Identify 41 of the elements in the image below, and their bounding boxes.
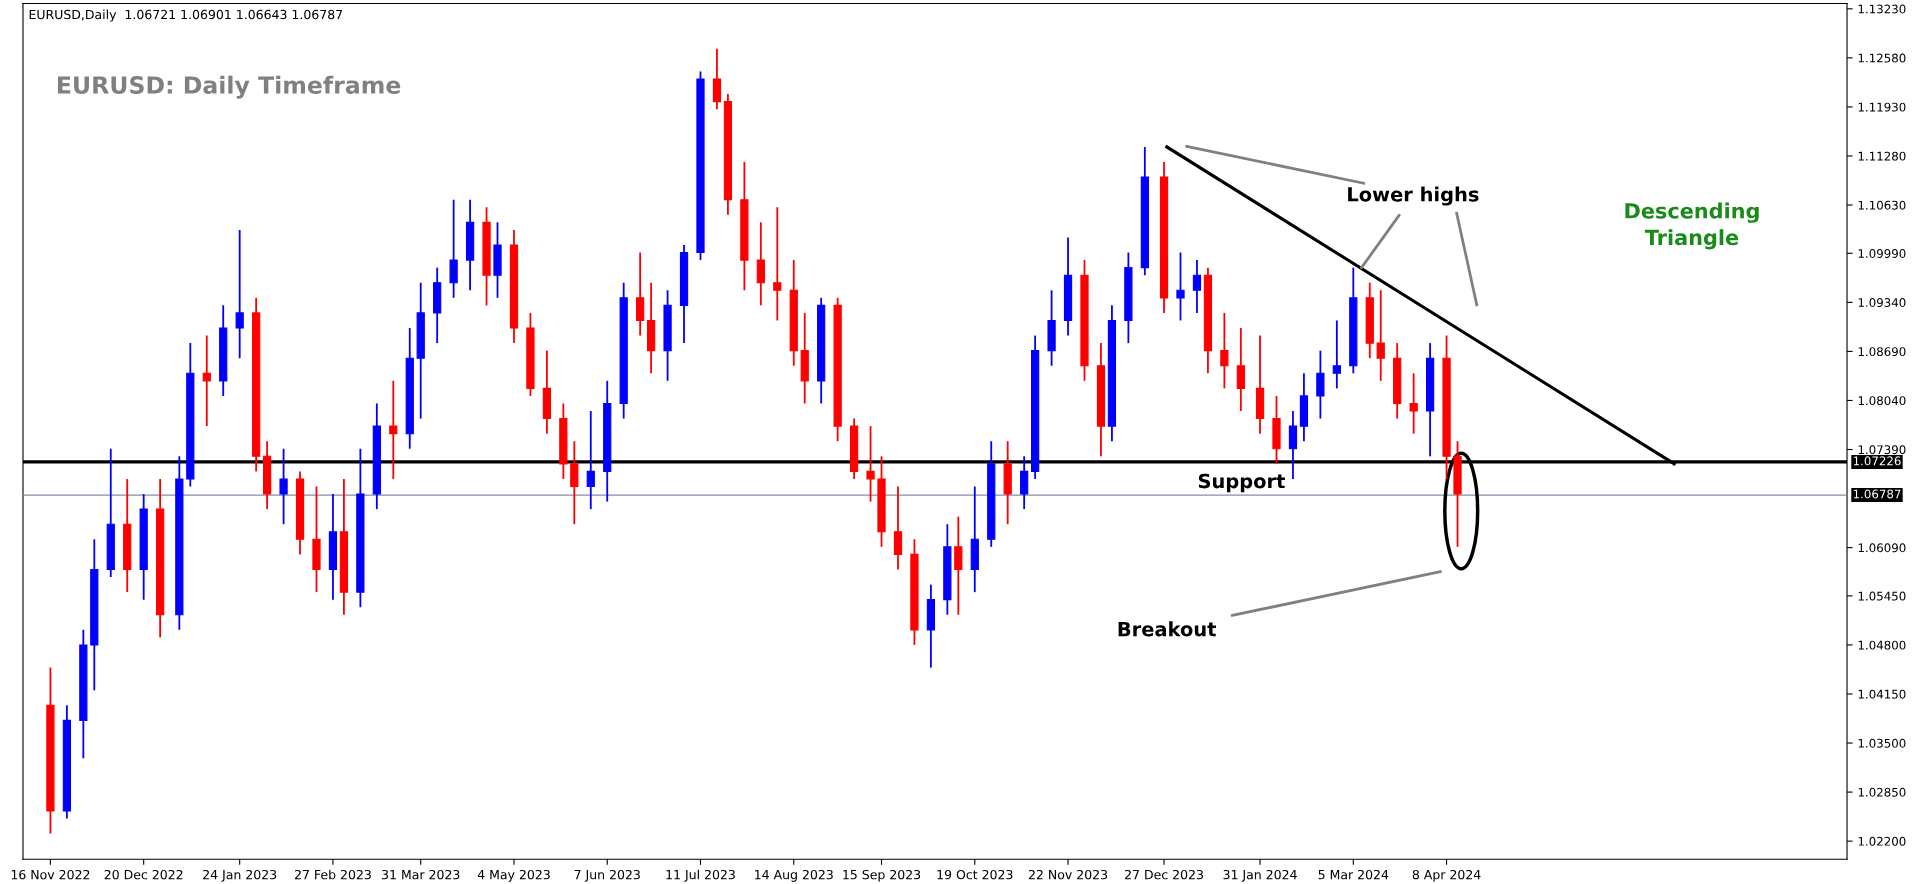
x-tick-label: 19 Oct 2023	[937, 869, 1013, 880]
x-tick-label: 24 Jan 2023	[203, 869, 277, 882]
annotation: Descending Triangle	[1625, 202, 1759, 250]
x-tick-label: 27 Dec 2023	[1125, 869, 1203, 880]
x-tick-label: 16 Nov 2022	[11, 869, 90, 880]
text: EURUSD: Daily Timeframe	[57, 75, 401, 99]
x-tick-label: 5 Mar 2024	[1318, 869, 1389, 880]
x-tick-label: 15 Sep 2023	[843, 869, 921, 882]
annotation: Support	[1198, 473, 1285, 493]
y-tick-label: 1.13230	[1858, 4, 1906, 14]
annotation: Breakout	[1118, 621, 1217, 637]
ref-line-label: 1.07226	[1853, 456, 1901, 466]
y-tick-label: 1.08040	[1858, 396, 1906, 406]
x-tick-label: 14 Aug 2023	[755, 869, 833, 882]
y-tick-label: 1.09340	[1858, 298, 1906, 308]
y-tick-label: 1.05450	[1858, 591, 1906, 601]
ref-line-label: 1.06787	[1853, 489, 1901, 499]
y-tick-label: 1.12580	[1858, 53, 1906, 63]
x-tick-label: 22 Nov 2023	[1028, 869, 1108, 880]
y-tick-label: 1.08690	[1858, 347, 1906, 357]
y-tick-label: 1.04800	[1858, 640, 1906, 650]
x-tick-label: 31 Jan 2024	[1223, 869, 1297, 882]
y-tick-label: 1.02850	[1858, 787, 1906, 797]
x-tick-label: 27 Feb 2023	[294, 869, 371, 880]
x-tick-label: 4 May 2023	[477, 869, 550, 882]
y-tick-label: 1.11280	[1858, 151, 1906, 161]
y-tick-label: 1.04150	[1858, 689, 1906, 699]
y-tick-label: 1.11930	[1858, 102, 1906, 112]
y-tick-label: 1.09990	[1858, 249, 1906, 258]
x-tick-label: 20 Dec 2022	[104, 869, 183, 880]
y-tick-label: 1.03500	[1858, 738, 1906, 748]
x-tick-label: 31 Mar 2023	[382, 869, 460, 880]
y-tick-label: 1.07390	[1858, 445, 1906, 455]
x-tick-label: 8 Apr 2024	[1412, 869, 1481, 882]
x-tick-label: 7 Jun 2023	[574, 869, 640, 882]
y-tick-label: 1.10630	[1858, 200, 1906, 210]
y-tick-label: 1.06090	[1858, 543, 1906, 553]
x-tick-label: 11 Jul 2023	[666, 869, 735, 882]
annotation: Lower highs	[1348, 186, 1479, 206]
annotation: EURUSD,Daily 1.06721 1.06901 1.06643 1.06787	[29, 9, 343, 22]
y-tick-label: 1.02200	[1858, 836, 1906, 846]
